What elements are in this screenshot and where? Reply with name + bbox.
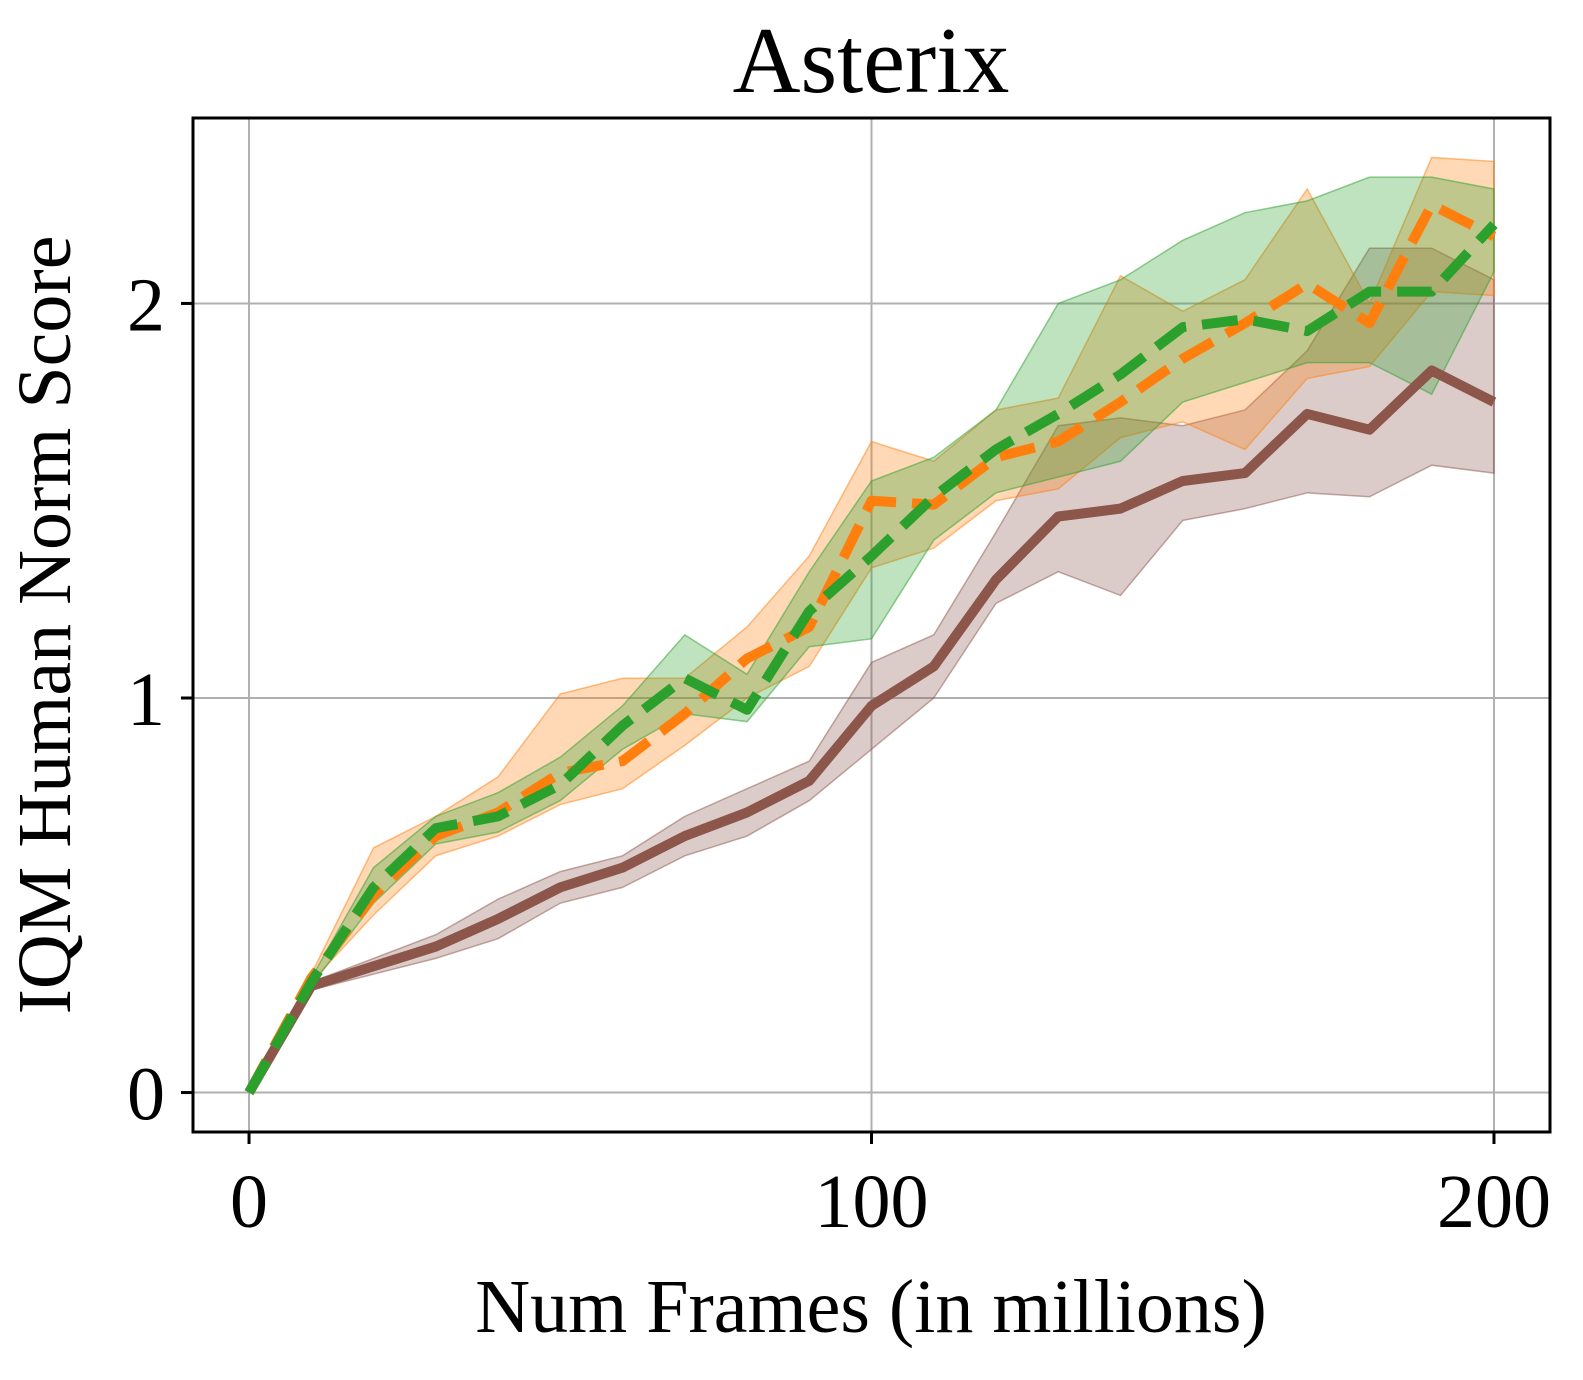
x-tick-label: 0 xyxy=(230,1160,268,1244)
x-tick-label: 200 xyxy=(1437,1160,1551,1244)
y-tick-label: 0 xyxy=(127,1053,165,1137)
series-1-band xyxy=(248,247,1495,1093)
y-axis-label: IQM Human Norm Score xyxy=(3,236,87,1015)
y-tick-label: 1 xyxy=(127,658,165,742)
chart-title: Asterix xyxy=(733,9,1010,113)
x-axis-label: Num Frames (in millions) xyxy=(475,1265,1267,1349)
series-1-line xyxy=(244,365,1497,1096)
y-tick-label: 2 xyxy=(127,263,165,347)
series-lines xyxy=(244,199,1498,1096)
series-3-line xyxy=(244,221,1498,1095)
x-tick-label: 100 xyxy=(815,1160,929,1244)
axis-ticks: 0 100 200 0 1 2 xyxy=(127,263,1551,1244)
